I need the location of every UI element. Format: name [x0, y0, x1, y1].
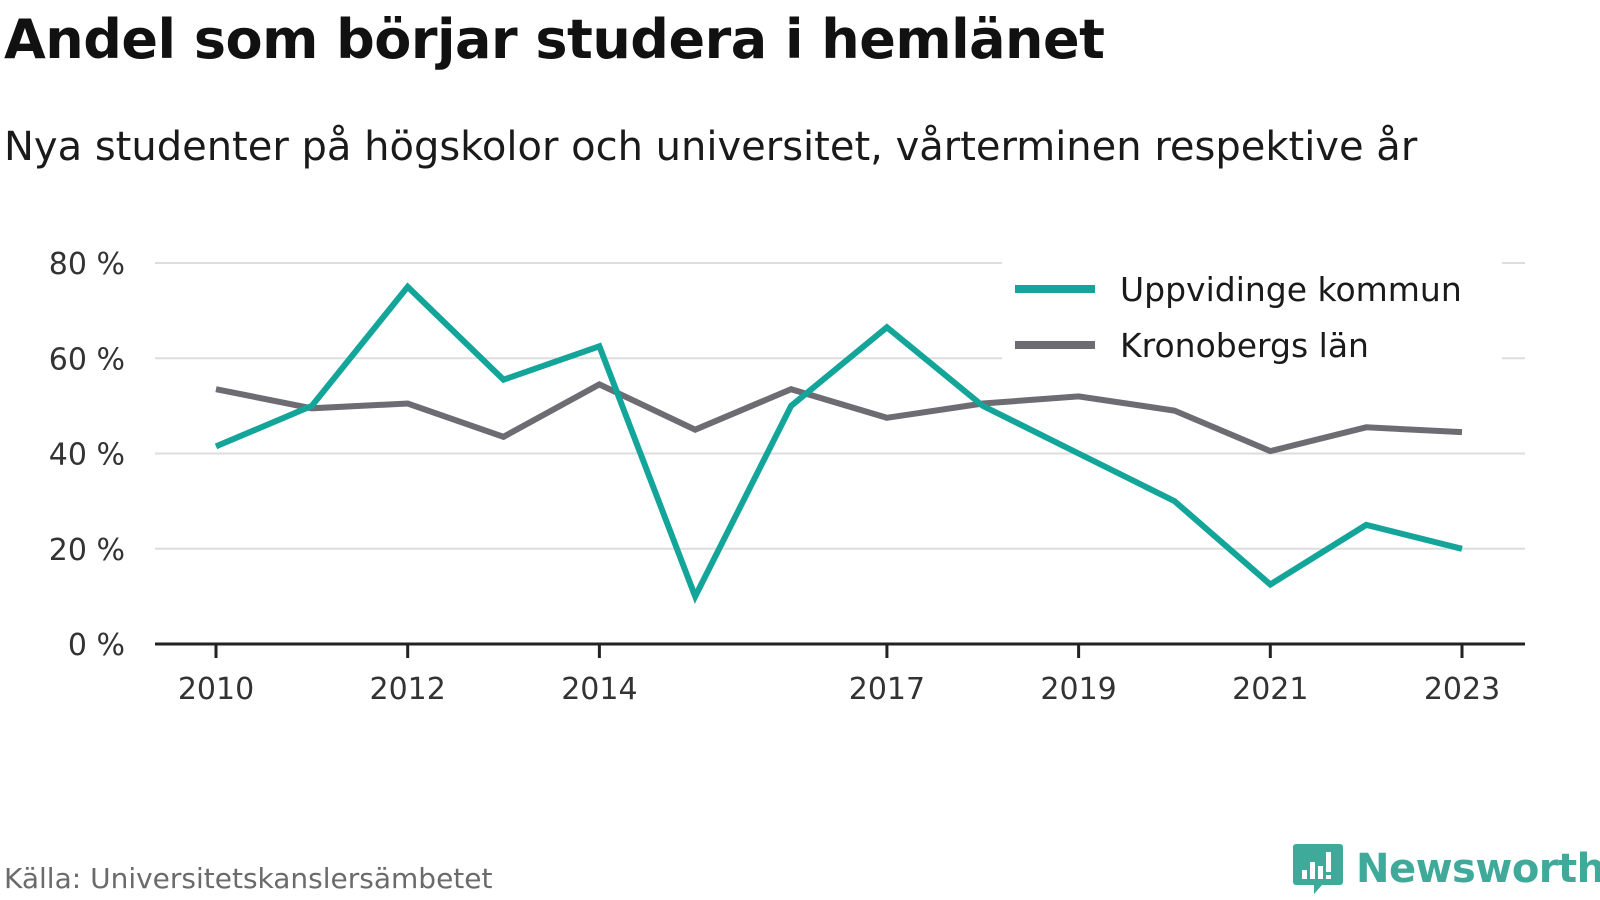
series-line-1 [214, 282, 1463, 604]
bar-chart-speech-bubble-icon [1293, 844, 1343, 894]
x-tick-label: 2014 [561, 672, 637, 707]
x-tick-label: 2023 [1424, 672, 1500, 707]
source-note: Källa: Universitetskanslersämbetet [4, 862, 493, 895]
legend: Uppvidinge kommun Kronobergs län [1002, 262, 1502, 365]
x-tick-label: 2012 [370, 672, 446, 707]
legend-label: Kronobergs län [1120, 326, 1369, 365]
legend-label: Uppvidinge kommun [1120, 270, 1462, 309]
y-tick-label: 40 % [49, 438, 125, 473]
chart-title: Andel som börjar studera i hemlänet [4, 8, 1105, 71]
y-tick-label: 20 % [49, 533, 125, 568]
brand-logo: Newsworthy [1292, 842, 1600, 896]
x-tick-label: 2017 [849, 672, 925, 707]
x-axis: 2010 2012 2014 2017 2019 2021 2023 [155, 642, 1525, 707]
y-axis-ticks: 0 % 20 % 40 % 60 % 80 % [49, 247, 125, 663]
x-tick-label: 2010 [178, 672, 254, 707]
chart-subtitle: Nya studenter på högskolor och universit… [4, 124, 1418, 170]
brand-name: Newsworthy [1356, 846, 1600, 892]
series-line-2 [215, 381, 1463, 455]
series-lines [214, 282, 1463, 604]
y-tick-label: 80 % [49, 247, 125, 282]
y-tick-label: 60 % [49, 342, 125, 377]
x-tick-label: 2021 [1232, 672, 1308, 707]
x-tick-label: 2019 [1040, 672, 1116, 707]
y-tick-label: 0 % [68, 628, 125, 663]
